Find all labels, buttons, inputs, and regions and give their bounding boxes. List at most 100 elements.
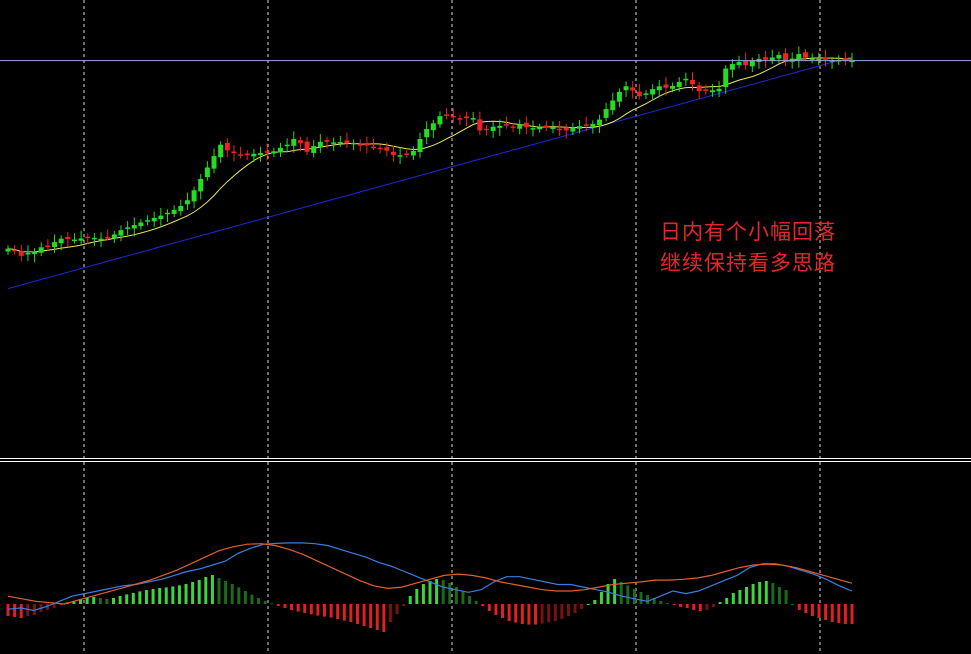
candle-body — [384, 147, 390, 151]
histogram-bar — [738, 590, 742, 604]
candle-body — [769, 57, 775, 61]
histogram-bar — [243, 591, 247, 604]
candle — [284, 138, 290, 152]
candle — [577, 119, 583, 134]
candle — [510, 123, 516, 133]
annotation-line-1: 日内有个小幅回落 — [660, 220, 836, 244]
candle — [424, 121, 430, 145]
candle — [397, 147, 403, 165]
histogram-bar — [718, 602, 722, 604]
candle — [703, 84, 709, 95]
histogram-bar — [276, 604, 280, 606]
candle-body — [131, 225, 137, 229]
histogram-bar — [639, 592, 643, 604]
candle-body — [58, 238, 64, 244]
histogram-bar — [540, 604, 544, 624]
candle — [437, 111, 443, 128]
candle — [91, 233, 97, 247]
candle — [178, 199, 184, 216]
candle-body — [743, 60, 749, 66]
histogram-bar — [270, 603, 274, 605]
candle-body — [703, 89, 709, 92]
candle-body — [643, 93, 649, 95]
histogram-bar — [632, 589, 636, 604]
candle-body — [297, 140, 303, 144]
candle — [324, 136, 330, 149]
candle — [723, 65, 729, 94]
histogram-bar — [817, 604, 821, 618]
histogram-bar — [791, 604, 795, 605]
histogram-bar — [46, 604, 50, 610]
candle-body — [311, 146, 317, 153]
candle — [311, 139, 317, 158]
candle-body — [670, 85, 676, 89]
histogram-bar — [731, 593, 735, 604]
candle-body — [45, 245, 51, 248]
histogram-bar — [105, 599, 109, 604]
candle — [683, 72, 689, 86]
candle-body — [291, 138, 297, 146]
candle-body — [849, 60, 855, 63]
candle-body — [324, 140, 330, 142]
candle — [204, 161, 210, 181]
histogram-bar — [514, 604, 518, 623]
candle-body — [537, 127, 543, 130]
histogram-bar — [13, 604, 17, 617]
candle-body — [583, 124, 589, 126]
candle-body — [138, 222, 144, 227]
candle — [198, 174, 204, 200]
candle-body — [822, 57, 828, 60]
candle — [12, 244, 18, 255]
candle-body — [204, 167, 210, 178]
histogram-bar — [810, 604, 814, 616]
price-panel — [0, 46, 971, 290]
histogram-bar — [599, 592, 603, 604]
candle — [563, 123, 569, 139]
annotation-line-2: 继续保持看多思路 — [660, 251, 836, 275]
candle-body — [98, 238, 104, 241]
candle — [557, 121, 563, 136]
candle-body — [802, 52, 808, 58]
candle-body — [271, 151, 277, 154]
histogram-bar — [448, 583, 452, 604]
candle — [490, 121, 496, 138]
histogram-bar — [402, 604, 406, 606]
candle — [371, 138, 377, 151]
candle-body — [390, 151, 396, 155]
candle — [464, 111, 470, 127]
histogram-bar — [59, 604, 63, 605]
histogram-bar — [85, 598, 89, 604]
histogram-bar — [408, 596, 412, 604]
candle — [357, 139, 363, 152]
histogram-bar — [705, 604, 709, 610]
candle — [291, 131, 297, 153]
candle-body — [238, 154, 244, 156]
histogram-bar — [685, 604, 689, 608]
histogram-bar — [474, 601, 478, 604]
candle — [809, 53, 815, 64]
histogram-bar — [751, 584, 755, 604]
candle — [384, 142, 390, 157]
histogram-bar — [131, 593, 135, 604]
candle-body — [470, 118, 476, 120]
candle-body — [5, 248, 11, 252]
candle — [736, 55, 742, 69]
histogram-bar — [79, 599, 83, 604]
candle-body — [158, 215, 164, 220]
ma-slow-line — [7, 56, 853, 290]
candle — [98, 232, 104, 247]
candle — [709, 83, 715, 97]
candle — [450, 108, 456, 123]
candle — [656, 79, 662, 98]
candle-body — [32, 251, 38, 255]
candle — [337, 135, 343, 147]
histogram-bar — [158, 588, 162, 604]
histogram-bar — [613, 579, 617, 604]
candle — [616, 88, 622, 108]
candle — [530, 120, 536, 137]
macd-lines — [7, 542, 853, 612]
candle-body — [337, 142, 343, 144]
candle — [351, 139, 357, 151]
candle — [404, 150, 410, 158]
candle — [251, 148, 257, 163]
